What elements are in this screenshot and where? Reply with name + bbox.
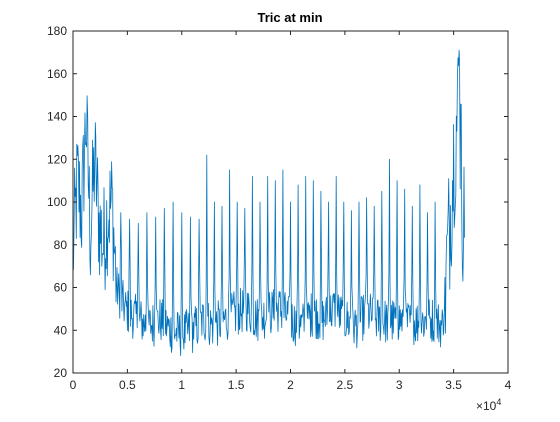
series-layer [72, 49, 465, 357]
y-tick-label: 120 [47, 152, 67, 166]
x-exponent-power: 4 [496, 397, 501, 407]
x-tick-label: 0 [70, 378, 77, 392]
y-tick-label: 80 [54, 238, 68, 252]
x-ticks: 0 0.5 1 1.5 2 2.5 3 3.5 4 [70, 31, 512, 392]
chart-title: Tric at min [257, 10, 322, 25]
y-tick-label: 60 [54, 281, 68, 295]
x-tick-label: 0.5 [119, 378, 136, 392]
x-tick-label: 3 [396, 378, 403, 392]
x-exponent-base: ×10 [476, 399, 497, 413]
x-tick-label: 2 [287, 378, 294, 392]
x-tick-label: 3.5 [445, 378, 462, 392]
y-tick-label: 40 [54, 323, 68, 337]
x-tick-label: 4 [505, 378, 512, 392]
x-tick-label: 1.5 [228, 378, 245, 392]
x-tick-label: 1 [178, 378, 185, 392]
x-exponent-label: ×104 [476, 397, 501, 413]
series-line [72, 49, 465, 357]
y-tick-label: 160 [47, 67, 67, 81]
y-tick-label: 20 [54, 366, 68, 380]
y-tick-label: 180 [47, 24, 67, 38]
y-tick-label: 100 [47, 195, 67, 209]
y-tick-label: 140 [47, 110, 67, 124]
x-tick-label: 2.5 [337, 378, 354, 392]
y-ticks: 20 40 60 80 100 120 140 160 180 [47, 24, 508, 380]
